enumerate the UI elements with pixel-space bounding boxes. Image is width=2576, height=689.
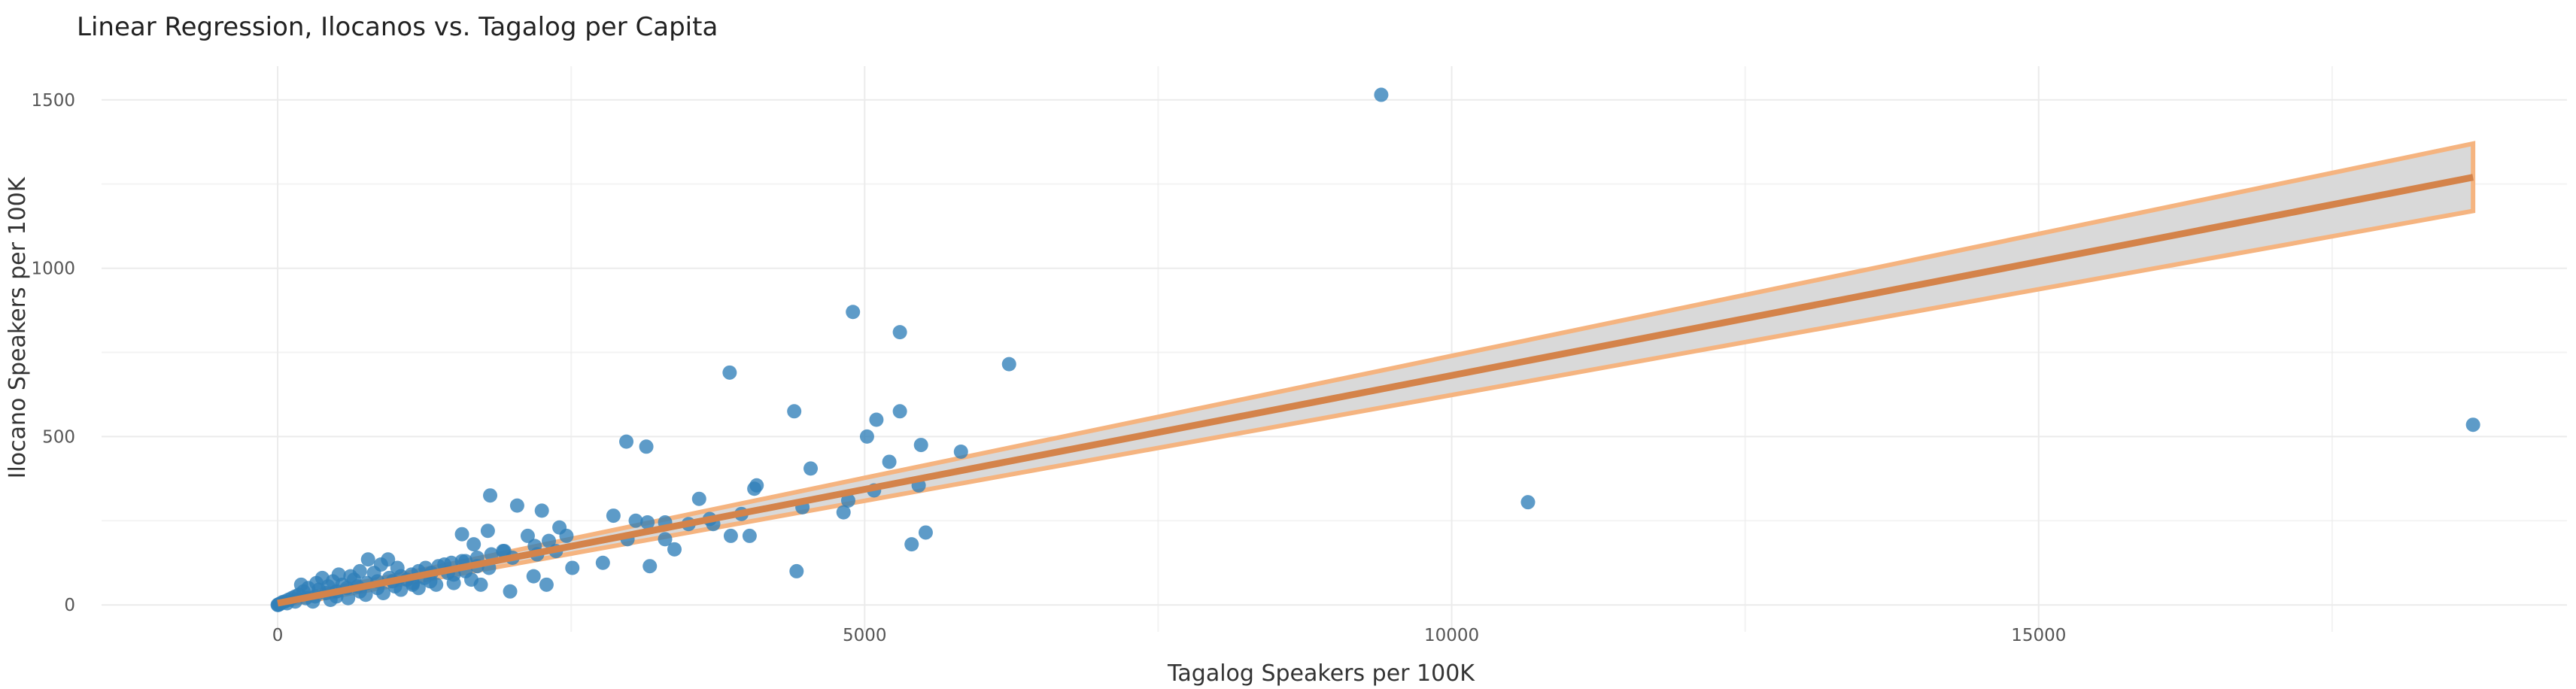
- data-point: [293, 577, 308, 592]
- regression-line-group: [277, 174, 2474, 607]
- data-point: [341, 590, 356, 606]
- data-point: [509, 498, 524, 513]
- data-point: [747, 481, 762, 496]
- data-point: [667, 542, 682, 557]
- data-point: [1374, 87, 1389, 102]
- data-point: [366, 566, 381, 581]
- data-point: [595, 555, 610, 570]
- chart-title: Linear Regression, Ilocanos vs. Tagalog …: [77, 12, 718, 42]
- data-point: [483, 488, 498, 503]
- y-axis-label: Ilocano Speakers per 100K: [5, 176, 31, 478]
- y-tick-label: 500: [42, 427, 75, 447]
- data-point: [913, 438, 928, 453]
- data-point: [619, 434, 634, 449]
- data-point: [559, 528, 574, 543]
- data-point: [846, 305, 861, 320]
- data-point: [918, 525, 933, 540]
- data-point: [520, 528, 535, 543]
- data-point: [628, 513, 643, 528]
- regression-line: [277, 174, 2474, 607]
- data-point: [542, 533, 557, 548]
- tick-labels: 0 5000 10000 15000 0 500 1000 1500: [31, 91, 2066, 645]
- data-point: [423, 574, 438, 589]
- data-point: [466, 537, 481, 552]
- data-point: [859, 429, 874, 444]
- data-point: [534, 503, 549, 518]
- data-point: [2465, 417, 2480, 433]
- x-tick-label: 5000: [843, 626, 887, 645]
- data-point: [742, 528, 757, 543]
- data-point: [723, 528, 738, 543]
- data-point: [454, 527, 469, 542]
- data-point: [347, 572, 362, 587]
- data-point: [503, 584, 518, 599]
- data-point: [496, 544, 511, 559]
- x-tick-label: 0: [272, 626, 284, 645]
- data-point: [836, 505, 851, 520]
- y-tick-label: 1500: [31, 91, 75, 111]
- data-point: [882, 454, 897, 469]
- data-point: [803, 461, 819, 476]
- data-point: [904, 537, 919, 552]
- y-tick-label: 0: [64, 596, 75, 615]
- data-point: [789, 563, 804, 578]
- data-point: [658, 532, 673, 547]
- data-point: [1001, 357, 1016, 372]
- grid-layer: [102, 66, 2567, 632]
- data-point: [526, 569, 541, 584]
- data-point: [539, 577, 554, 592]
- data-point: [691, 491, 706, 506]
- data-point: [787, 404, 802, 419]
- x-tick-label: 10000: [1424, 626, 1479, 645]
- y-tick-label: 1000: [31, 260, 75, 279]
- data-point: [953, 445, 968, 460]
- data-point: [840, 493, 855, 508]
- x-axis-label: Tagalog Speakers per 100K: [1167, 660, 1475, 687]
- data-point: [480, 524, 495, 539]
- data-point: [565, 560, 580, 575]
- data-point: [892, 404, 907, 419]
- data-point: [606, 508, 621, 524]
- data-point: [722, 365, 737, 380]
- data-point: [892, 325, 907, 340]
- data-point: [869, 412, 884, 427]
- data-point: [640, 515, 655, 530]
- data-point: [642, 559, 658, 574]
- x-tick-label: 15000: [2011, 626, 2066, 645]
- data-point: [1520, 495, 1536, 510]
- data-point: [639, 439, 654, 454]
- data-point: [360, 552, 375, 567]
